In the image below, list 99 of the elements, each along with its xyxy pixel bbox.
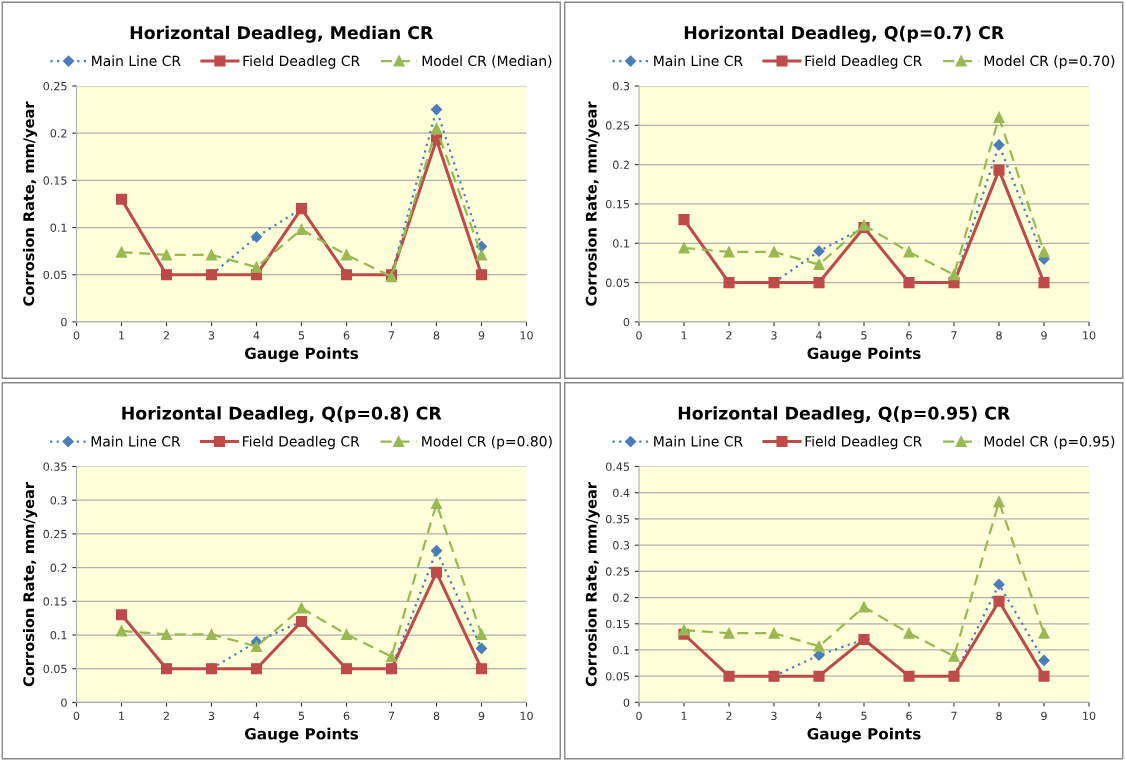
x-tick-label: 5 (861, 711, 867, 721)
x-tick-label: 2 (163, 711, 169, 720)
x-tick-label: 0 (73, 711, 80, 721)
x-tick-label: 1 (119, 711, 125, 720)
y-tick-label: 0.25 (43, 529, 67, 539)
x-tick-label: 9 (1041, 711, 1047, 721)
y-tick-label: 0.1 (50, 223, 67, 232)
y-tick-label: 0.15 (43, 597, 67, 606)
x-tick-label: 7 (951, 331, 957, 340)
chart-title: Horizontal Deadleg, Median CR (130, 25, 433, 43)
x-tick-label: 5 (298, 711, 305, 721)
x-tick-label: 4 (816, 331, 822, 340)
y-tick-label: 0.35 (43, 462, 67, 471)
y-tick-label: 0.1 (613, 645, 629, 655)
x-tick-label: 10 (1083, 331, 1096, 340)
y-tick-label: 0.2 (50, 563, 67, 572)
x-tick-label: 6 (906, 711, 912, 721)
chart-title: Horizontal Deadleg, Q(p=0.8) CR (122, 406, 442, 424)
legend-label: Field Deadleg CR (805, 55, 922, 69)
y-axis-title: Corrosion Rate, mm/year (22, 101, 38, 306)
x-tick-label: 3 (208, 331, 215, 340)
x-tick-label: 7 (388, 331, 395, 340)
y-tick-label: 0.25 (43, 81, 67, 91)
y-tick-label: 0.1 (613, 239, 629, 248)
y-tick-label: 0 (61, 317, 67, 327)
y-tick-label: 0.2 (613, 160, 629, 170)
legend-label: Field Deadleg CR (243, 435, 360, 450)
y-tick-label: 0.1 (50, 630, 67, 640)
y-tick-label: 0.15 (605, 619, 629, 629)
chart-title: Horizontal Deadleg, Q(p=0.95) CR (678, 406, 1010, 424)
x-tick-label: 6 (906, 331, 912, 340)
legend-label: Model CR (Median) (422, 55, 552, 68)
x-axis-title: Gauge Points (807, 347, 921, 363)
x-tick-label: 2 (726, 711, 732, 720)
legend-label: Main Line CR (92, 55, 181, 67)
y-tick-label: 0.25 (605, 567, 629, 576)
x-axis-title: Gauge Points (244, 347, 359, 363)
x-tick-label: 6 (343, 331, 350, 340)
x-tick-label: 3 (771, 331, 777, 340)
legend-label: Main Line CR (654, 435, 743, 447)
x-tick-label: 4 (816, 711, 822, 720)
x-axis-title: Gauge Points (244, 727, 359, 743)
legend-label: Field Deadleg CR (243, 55, 360, 69)
x-tick-label: 4 (253, 331, 260, 340)
y-tick-label: 0.2 (50, 129, 67, 138)
x-tick-label: 8 (433, 331, 440, 340)
y-tick-label: 0.3 (50, 496, 67, 505)
x-tick-label: 0 (636, 331, 642, 340)
x-tick-label: 8 (996, 331, 1002, 340)
legend-label: Model CR (p=0.95) (984, 435, 1115, 450)
y-tick-label: 0.3 (613, 541, 630, 550)
x-tick-label: 1 (681, 331, 687, 340)
x-tick-label: 0 (636, 711, 642, 721)
x-tick-label: 9 (478, 331, 485, 340)
x-tick-label: 8 (433, 711, 440, 721)
x-tick-label: 3 (208, 711, 215, 721)
x-tick-label: 10 (1083, 711, 1096, 721)
y-tick-label: 0.45 (605, 462, 629, 471)
legend-label: Main Line CR (654, 55, 743, 67)
x-tick-label: 1 (119, 331, 125, 340)
x-tick-label: 10 (520, 331, 533, 340)
x-tick-label: 3 (771, 711, 777, 721)
y-tick-label: 0.2 (613, 593, 629, 602)
legend-label: Field Deadleg CR (805, 435, 922, 450)
y-tick-label: 0 (623, 698, 630, 707)
y-tick-label: 0.05 (43, 664, 67, 674)
x-tick-label: 0 (73, 331, 80, 340)
y-tick-label: 0.35 (605, 514, 629, 524)
y-axis-title: Corrosion Rate, mm/year (22, 482, 38, 687)
x-tick-label: 10 (520, 711, 533, 721)
legend-label: Main Line CR (91, 435, 181, 447)
x-tick-label: 1 (681, 711, 687, 720)
legend-label: Model CR (p=0.80) (422, 435, 552, 450)
y-tick-label: 0.4 (613, 488, 630, 498)
y-tick-label: 0.15 (605, 199, 629, 209)
y-tick-label: 0.15 (43, 176, 67, 185)
x-tick-label: 5 (298, 331, 305, 340)
y-tick-label: 0 (61, 698, 67, 707)
y-tick-label: 0.25 (605, 121, 629, 130)
x-tick-label: 6 (343, 711, 350, 721)
y-tick-label: 0.05 (43, 270, 67, 280)
x-tick-label: 5 (861, 331, 867, 340)
x-axis-title: Gauge Points (807, 727, 921, 743)
y-tick-label: 0.05 (605, 672, 629, 681)
x-tick-label: 8 (996, 711, 1002, 721)
x-tick-label: 2 (163, 331, 169, 340)
x-tick-label: 7 (951, 711, 957, 720)
chart-title: Horizontal Deadleg, Q(p=0.7) CR (684, 25, 1004, 43)
y-tick-label: 0.05 (605, 278, 629, 287)
legend-label: Model CR (p=0.70) (984, 55, 1115, 69)
y-axis-title: Corrosion Rate, mm/year (585, 101, 600, 306)
x-tick-label: 9 (1041, 331, 1047, 340)
x-tick-label: 7 (388, 711, 395, 720)
y-tick-label: 0.3 (613, 81, 630, 91)
x-tick-label: 2 (726, 331, 732, 340)
y-axis-title: Corrosion Rate, mm/year (585, 482, 600, 687)
y-tick-label: 0 (623, 317, 630, 327)
x-tick-label: 4 (253, 711, 260, 720)
x-tick-label: 9 (478, 711, 485, 721)
